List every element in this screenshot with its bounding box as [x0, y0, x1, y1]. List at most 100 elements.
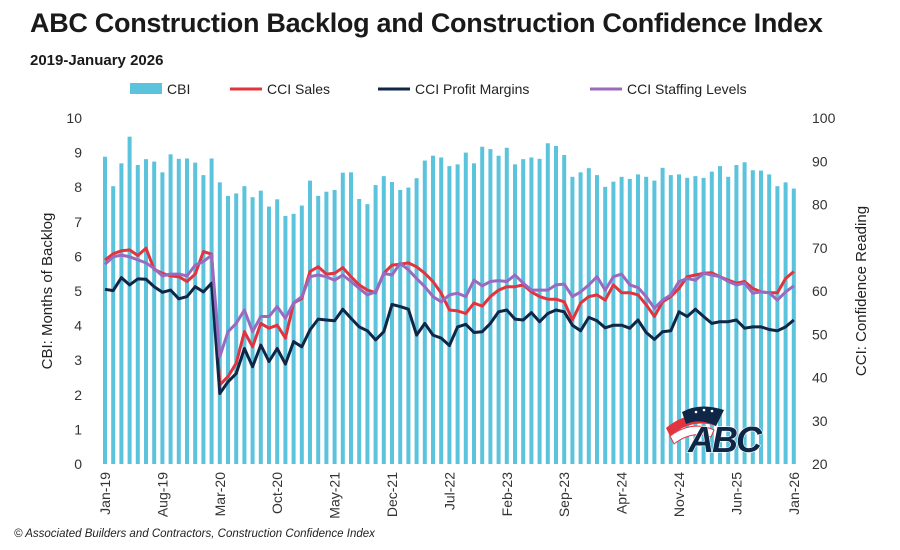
cbi-bar — [545, 143, 550, 464]
cbi-bar — [603, 186, 608, 464]
cbi-bar — [652, 180, 657, 464]
cbi-bar — [242, 186, 247, 465]
cbi-bar — [365, 204, 370, 465]
right-axis-tick: 20 — [812, 456, 828, 472]
x-axis-tick: Jan-26 — [786, 472, 802, 515]
cbi-bar — [135, 165, 140, 464]
cbi-bar — [677, 174, 681, 464]
legend: CBI CCI Sales CCI Profit Margins CCI Staffi… — [130, 81, 747, 97]
right-axis-tick: 70 — [812, 240, 828, 256]
cbi-bar — [127, 136, 132, 464]
x-axis-tick: Mar-20 — [212, 472, 228, 517]
cbi-bar — [783, 182, 788, 464]
x-axis-tick: Sep-23 — [556, 472, 572, 517]
left-axis-tick: 6 — [74, 248, 82, 264]
left-axis-tick: 4 — [74, 318, 82, 334]
cbi-bar — [742, 162, 747, 464]
cbi-bar — [693, 176, 698, 465]
cbi-bar — [431, 155, 435, 465]
cbi-bar — [267, 206, 271, 465]
right-axis-tick: 80 — [812, 197, 828, 213]
left-axis-tick: 1 — [74, 421, 82, 437]
legend-label: CCI Staffing Levels — [627, 81, 747, 97]
cbi-bar — [119, 163, 124, 465]
cbi-bar — [357, 198, 362, 465]
cbi-bar — [447, 166, 452, 464]
cbi-bar — [299, 205, 304, 464]
cbi-bar — [463, 152, 468, 464]
cbi-bar — [316, 195, 321, 464]
cbi-bar — [291, 213, 296, 464]
abc-logo: ABC — [666, 406, 766, 461]
cbi-bar — [455, 164, 460, 464]
left-axis-tick: 10 — [66, 110, 82, 126]
legend-item: CCI Profit Margins — [378, 81, 529, 97]
cbi-bar — [168, 154, 173, 464]
cbi-bar — [185, 158, 189, 464]
legend-item: CBI — [130, 81, 190, 97]
x-axis-tick: Jun-25 — [728, 472, 744, 515]
cbi-bar — [521, 159, 526, 464]
cbi-bar — [554, 146, 558, 464]
cbi-bar — [562, 155, 567, 464]
cbi-bar — [627, 178, 632, 464]
cbi-bar — [308, 180, 312, 464]
left-axis-tick: 8 — [74, 179, 82, 195]
left-axis-tick: 5 — [74, 283, 82, 299]
x-axis-tick: Feb-23 — [499, 472, 515, 517]
chart-title: ABC Construction Backlog and Constructio… — [30, 8, 823, 38]
cbi-bar — [611, 181, 616, 464]
legend-swatch-bar — [130, 83, 162, 94]
cbi-bar — [422, 160, 427, 465]
x-axis-tick: Dec-21 — [384, 472, 400, 517]
legend-item: CCI Staffing Levels — [590, 81, 747, 97]
cbi-bar — [513, 164, 517, 464]
x-axis-tick: Jul-22 — [441, 472, 457, 510]
right-axis-tick: 40 — [812, 370, 828, 386]
cbi-bar — [381, 176, 386, 465]
cbi-bar — [193, 162, 198, 464]
cbi-bar — [439, 157, 444, 464]
left-axis-tick: 2 — [74, 387, 82, 403]
cbi-bar — [414, 178, 419, 465]
cbi-bar — [660, 167, 665, 464]
cbi-bar — [668, 175, 673, 464]
cbi-bar — [324, 191, 329, 464]
cbi-bar — [791, 188, 796, 465]
cbi-bar — [578, 172, 583, 464]
cbi-bar — [619, 176, 624, 464]
left-axis-title: CBI: Months of Backlog — [39, 213, 56, 370]
cci-staffing-levels-line — [103, 253, 795, 359]
cci-profit-margins-line — [104, 276, 795, 395]
x-axis-tick: May-21 — [327, 472, 343, 519]
right-axis-tick: 100 — [812, 110, 836, 126]
cbi-bar — [160, 172, 165, 464]
cbi-bar — [152, 161, 157, 464]
x-axis-tick: Apr-24 — [614, 472, 630, 514]
cbi-bar — [332, 189, 337, 464]
cbi-bar — [201, 175, 206, 464]
x-axis-tick: Nov-24 — [671, 472, 687, 517]
cbi-bar — [734, 165, 739, 464]
cbi-bar — [750, 170, 755, 464]
cbi-bar — [537, 158, 542, 464]
right-axis-tick: 50 — [812, 326, 828, 342]
axes: 0 1 2 3 4 5 6 7 8 9 10 20 30 40 50 60 70 80 90 100 Jan-19 Aug… — [39, 110, 870, 519]
cbi-bar — [759, 170, 763, 465]
cbi-bar — [103, 156, 107, 464]
cbi-bar — [283, 215, 288, 464]
source-footer: © Associated Builders and Contractors, C… — [14, 528, 375, 540]
logo-text: ABC — [687, 419, 763, 460]
x-axis-tick: Oct-20 — [269, 472, 285, 514]
cbi-bar — [234, 193, 239, 465]
cbi-bar — [176, 158, 181, 464]
right-axis-tick: 60 — [812, 283, 828, 299]
legend-item: CCI Sales — [230, 81, 330, 97]
cbi-bar — [529, 157, 534, 464]
cbi-bar — [111, 186, 116, 465]
cbi-bar — [275, 199, 280, 464]
left-axis-tick: 3 — [74, 352, 82, 368]
left-axis-tick: 9 — [74, 145, 82, 161]
cci-lines — [103, 246, 795, 395]
